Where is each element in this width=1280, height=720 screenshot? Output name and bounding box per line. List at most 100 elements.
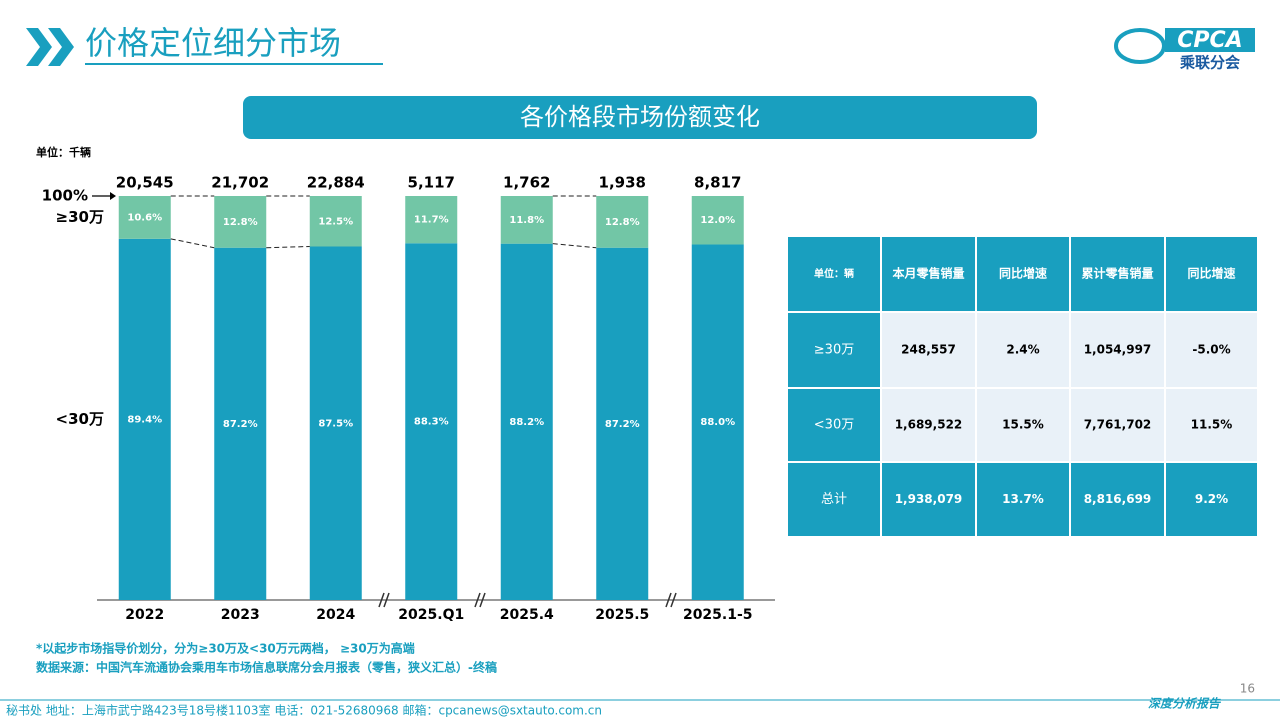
bar-segment <box>309 246 362 600</box>
table-cell <box>1164 235 1259 313</box>
x-tick-label: 2023 <box>221 607 260 623</box>
x-tick-label: 2025.Q1 <box>398 607 464 623</box>
connector <box>552 243 597 249</box>
table-cell <box>975 461 1071 538</box>
bar-segment <box>500 196 553 244</box>
logo-sub: 乘联分会 <box>1179 54 1240 72</box>
table-header: 单位：辆 <box>814 267 854 280</box>
bar-segment <box>596 196 649 248</box>
table-cell <box>1164 461 1259 538</box>
table-cell <box>880 387 977 463</box>
series-label: <30万 <box>56 410 104 428</box>
value-label: 12.5% <box>318 216 353 227</box>
total-label: 20,545 <box>116 174 174 192</box>
note: 数据来源：中国汽车流通协会乘用车市场信息联席分会月报表（零售，狭义汇总）-终稿 <box>36 660 497 675</box>
table-cell <box>975 235 1071 313</box>
table-text: 11.5% <box>1191 418 1233 432</box>
table-header: 同比增速 <box>999 266 1047 281</box>
total-label: 1,938 <box>599 174 646 192</box>
table-header: 累计零售销量 <box>1081 266 1153 281</box>
value-label: 87.2% <box>605 419 640 430</box>
table-text: 9.2% <box>1195 492 1228 506</box>
total-label: 5,117 <box>408 174 455 192</box>
value-label: 12.0% <box>700 215 735 226</box>
footer-report: 深度分析报告 <box>1148 697 1222 711</box>
arrow-head <box>110 192 116 200</box>
table-cell <box>786 235 882 313</box>
total-label: 21,702 <box>211 174 269 192</box>
axis-breaks <box>378 592 677 608</box>
table-header: 同比增速 <box>1187 266 1235 281</box>
bar-segment <box>691 244 744 601</box>
table-cell <box>975 387 1071 463</box>
x-tick-label: 2025.5 <box>595 607 649 623</box>
bar-segment <box>118 238 171 600</box>
x-tick-label: 2025.4 <box>500 607 554 623</box>
table-text: 8,816,699 <box>1084 492 1152 506</box>
page-title: 价格定位细分市场 <box>85 24 341 62</box>
total-label: 8,817 <box>694 174 741 192</box>
bar-segment <box>405 196 458 244</box>
bar-segment <box>214 196 267 248</box>
bar-segment <box>596 247 649 600</box>
value-label: 10.6% <box>127 212 162 223</box>
value-label: 88.2% <box>509 417 544 428</box>
table-cell <box>880 235 977 313</box>
table-cell <box>1164 311 1259 389</box>
value-label: 87.5% <box>318 418 353 429</box>
table-cell <box>1069 235 1166 313</box>
table-cell <box>786 461 882 538</box>
unit-label: 单位：千辆 <box>36 145 91 159</box>
table-cell <box>786 311 882 389</box>
table-header: 本月零售销量 <box>892 266 964 281</box>
bar-segment <box>118 196 171 239</box>
page-number: 16 <box>1240 682 1255 696</box>
value-label: 12.8% <box>605 217 640 228</box>
logo-box <box>1165 28 1255 52</box>
table-text: 1,689,522 <box>895 418 963 432</box>
table-text: 2.4% <box>1006 343 1039 357</box>
table-cell <box>1069 461 1166 538</box>
table-text: <30万 <box>814 418 854 433</box>
bar-segment <box>214 247 267 600</box>
bar-segment <box>500 243 553 600</box>
value-label: 11.8% <box>509 215 544 226</box>
table-text: 1,054,997 <box>1084 343 1152 357</box>
bar-segment <box>691 196 744 245</box>
table-cell <box>786 387 882 463</box>
connector <box>266 246 310 249</box>
x-tick-label: 2022 <box>125 607 164 623</box>
series-label: ≥30万 <box>56 208 104 226</box>
value-label: 12.8% <box>223 217 258 228</box>
table-cell <box>975 311 1071 389</box>
table-cell <box>1069 311 1166 389</box>
logo-mark <box>1114 28 1166 64</box>
table-text: -5.0% <box>1192 343 1230 357</box>
footer-address: 秘书处 地址：上海市武宁路423号18号楼1103室 电话：021-526809… <box>6 703 602 718</box>
total-label: 22,884 <box>307 174 365 192</box>
banner <box>243 96 1037 139</box>
table-text: 1,938,079 <box>895 492 963 506</box>
table-text: 总计 <box>821 492 847 507</box>
table-text: 15.5% <box>1002 418 1044 432</box>
value-label: 88.0% <box>700 417 735 428</box>
bar-segment <box>405 243 458 600</box>
logo-text: CPCA <box>1177 28 1242 53</box>
table-text: 248,557 <box>901 343 956 357</box>
table-text: 13.7% <box>1002 492 1044 506</box>
value-label: 88.3% <box>414 417 449 428</box>
table-text: 7,761,702 <box>1084 418 1152 432</box>
total-label: 1,762 <box>503 174 550 192</box>
y-tick-label: 100% <box>42 187 88 205</box>
table-text: ≥30万 <box>814 343 854 358</box>
x-tick-label: 2024 <box>316 607 355 623</box>
note: *以起步市场指导价划分，分为≥30万及<30万元两档， ≥30万为高端 <box>36 641 415 656</box>
value-label: 87.2% <box>223 419 258 430</box>
x-tick-label: 2025.1-5 <box>683 607 753 623</box>
connector <box>170 238 215 249</box>
value-label: 11.7% <box>414 215 449 226</box>
title-icon <box>26 28 74 66</box>
banner-text: 各价格段市场份额变化 <box>520 103 760 131</box>
